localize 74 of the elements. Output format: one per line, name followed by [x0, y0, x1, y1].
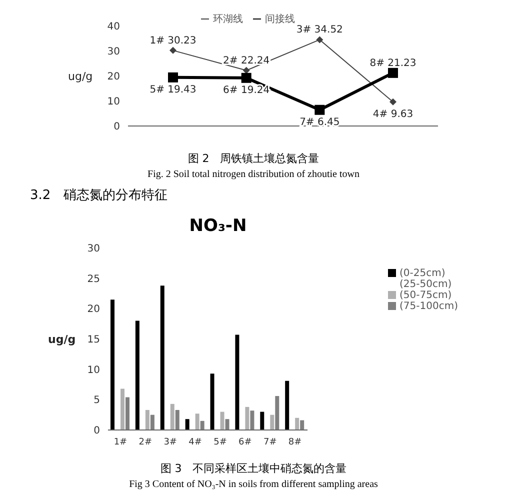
- y-tick-label: 40: [107, 22, 120, 33]
- text: (25-50cm): [400, 279, 452, 290]
- y-tick-label: 30: [107, 46, 120, 58]
- data-label: 4# 9.63: [372, 108, 414, 120]
- bar: [275, 396, 280, 430]
- chart-title: NO₃-N: [188, 216, 248, 236]
- bar: [110, 300, 114, 430]
- bar: [145, 410, 150, 430]
- point: [316, 36, 324, 44]
- bar: [200, 420, 204, 430]
- point: [170, 46, 176, 54]
- data-label: 8# 21.23: [370, 58, 416, 69]
- bar: [175, 410, 180, 430]
- y-tick-label: 10: [107, 96, 120, 108]
- y-tick-label: 15: [87, 334, 100, 346]
- bar: [295, 418, 300, 430]
- y-tick-label: 30: [87, 244, 100, 255]
- data-label: 7# 6.45: [300, 116, 340, 128]
- y-tick-label: 0: [94, 426, 100, 437]
- bar: [270, 414, 274, 430]
- y-tick-label: 20: [87, 304, 100, 316]
- bar: [300, 420, 304, 430]
- point: [242, 66, 250, 74]
- point: [390, 98, 396, 106]
- x-tick-label: 8#: [288, 437, 302, 448]
- bar: [210, 374, 214, 430]
- bar: [225, 419, 230, 430]
- data-label: 1# 30.23: [150, 35, 196, 46]
- point: [241, 72, 252, 83]
- bar: [220, 412, 224, 430]
- y-tick-label: 10: [87, 364, 100, 376]
- data-label: 3# 34.52: [296, 24, 343, 36]
- bar: [170, 404, 174, 430]
- bar: [185, 419, 190, 430]
- x-tick-label: 7#: [263, 437, 277, 448]
- legend-label: 间接线: [265, 14, 295, 25]
- legend-label: 环湖线: [213, 14, 243, 25]
- caption: Fig. 2 Soil total nitrogen distribution of zhoutie town: [146, 169, 360, 180]
- bar: [120, 388, 124, 430]
- bar: [135, 320, 140, 430]
- x-tick-label: 5#: [214, 437, 227, 448]
- x-tick-label: 4#: [188, 437, 202, 448]
- x-tick-label: 2#: [138, 437, 152, 448]
- x-tick-label: 3#: [164, 437, 177, 448]
- bar: [160, 286, 164, 430]
- data-label: 6# 19.24: [223, 84, 270, 96]
- y-tick-label: 5: [94, 395, 100, 406]
- caption: 图 3 不同采样区土壤中硝态氮的含量: [159, 461, 348, 476]
- y-tick-label: 25: [87, 274, 100, 285]
- bar: [195, 414, 200, 430]
- caption: Fig 3 Content of NO₃-N in soils from different sampling areas: [128, 479, 379, 490]
- x-tick-label: 1#: [114, 437, 128, 448]
- y-axis-title: ug/g: [48, 332, 76, 346]
- caption: 图 2 周铁镇土壤总氮含量: [186, 151, 320, 166]
- y-tick-label: 0: [114, 122, 120, 133]
- legend-label: (75-100cm): [400, 301, 458, 312]
- data-label: 5# 19.43: [150, 84, 196, 96]
- bar: [250, 410, 254, 430]
- point: [314, 104, 325, 115]
- bar: [260, 412, 264, 430]
- x-tick-label: 6#: [238, 437, 252, 448]
- point: [168, 72, 178, 82]
- legend-label: (0-25cm): [400, 268, 446, 279]
- bar: [245, 406, 250, 430]
- text: 3.2 硝态氮的分布特征: [30, 187, 169, 204]
- point: [388, 68, 398, 78]
- data-label: 2# 22.24: [223, 55, 270, 66]
- y-tick-label: 20: [107, 72, 120, 83]
- legend-label: (50-75cm): [400, 290, 452, 301]
- bar: [235, 334, 240, 430]
- y-axis-title: ug/g: [68, 70, 93, 83]
- bar: [285, 380, 290, 430]
- bar: [125, 397, 130, 430]
- bar: [150, 414, 154, 430]
